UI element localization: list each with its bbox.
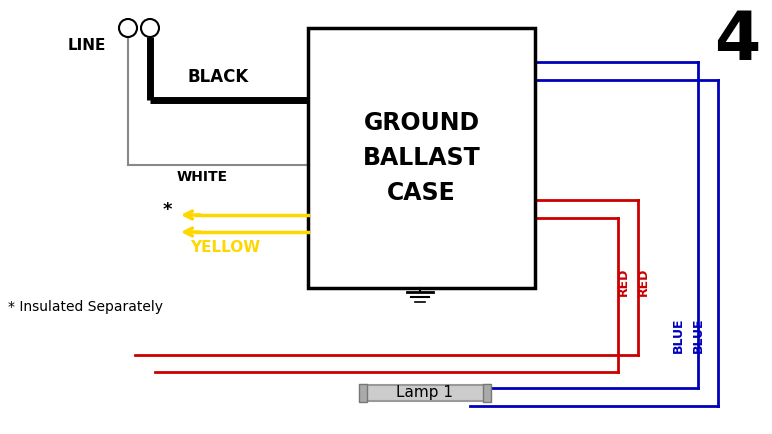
Text: 4: 4 <box>714 8 760 74</box>
Text: RED: RED <box>617 268 629 296</box>
Text: LINE: LINE <box>68 38 107 53</box>
Text: BLUE: BLUE <box>672 317 685 353</box>
Text: WHITE: WHITE <box>177 170 228 184</box>
Text: * Insulated Separately: * Insulated Separately <box>8 300 163 314</box>
Text: BLUE: BLUE <box>692 317 705 353</box>
Text: GROUND
BALLAST
CASE: GROUND BALLAST CASE <box>363 111 480 205</box>
Text: *: * <box>162 201 172 219</box>
Text: BLACK: BLACK <box>188 68 249 86</box>
Text: Lamp 1: Lamp 1 <box>397 385 453 401</box>
Text: YELLOW: YELLOW <box>190 240 260 255</box>
Bar <box>359 384 367 402</box>
Bar <box>360 385 490 401</box>
Bar <box>483 384 491 402</box>
Bar <box>308 28 535 288</box>
Text: RED: RED <box>636 268 649 296</box>
